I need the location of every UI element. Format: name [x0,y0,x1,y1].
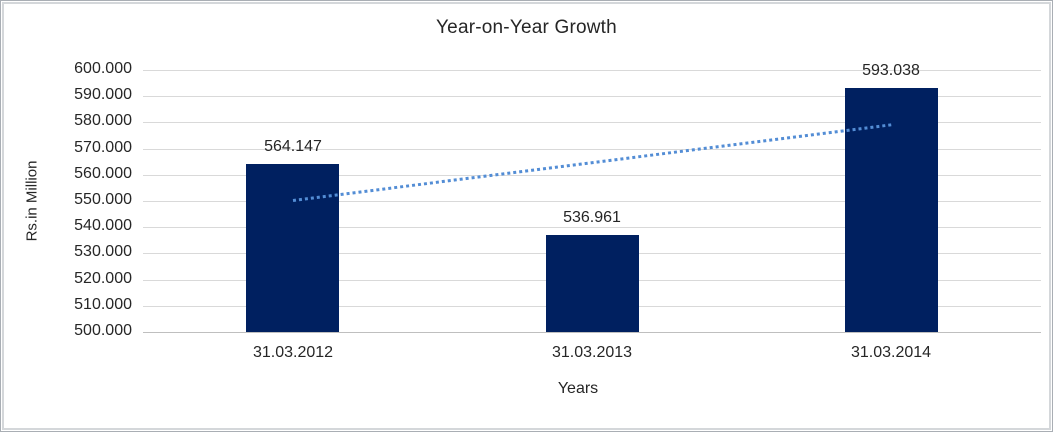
gridline [143,96,1041,97]
bar-value-label: 536.961 [563,209,621,226]
gridline [143,149,1041,150]
gridline [143,122,1041,123]
x-tick-label: 31.03.2014 [850,344,932,361]
gridline [143,227,1041,228]
bar-31.03.2013 [546,235,639,332]
y-tick-label: 570.000 [74,139,132,156]
trendline-dotted [292,123,892,202]
bar-31.03.2014 [845,88,938,332]
y-tick-label: 590.000 [74,86,132,103]
y-tick-label: 500.000 [74,322,132,339]
y-tick-label: 540.000 [74,217,132,234]
y-tick-label: 530.000 [74,243,132,260]
gridline [143,201,1041,202]
y-tick-label: 510.000 [74,296,132,313]
y-tick-label: 550.000 [74,191,132,208]
gridline [143,175,1041,176]
y-tick-label: 560.000 [74,165,132,182]
x-tick-label: 31.03.2012 [252,344,334,361]
x-axis-line [143,332,1041,333]
bar-31.03.2012 [246,164,339,332]
bar-value-label: 593.038 [862,62,920,79]
y-tick-label: 600.000 [74,60,132,77]
gridline [143,70,1041,71]
x-axis-title: Years [557,380,599,397]
chart-title: Year-on-Year Growth [436,17,617,38]
x-tick-label: 31.03.2013 [551,344,633,361]
y-tick-label: 520.000 [74,270,132,287]
y-tick-label: 580.000 [74,112,132,129]
bar-value-label: 564.147 [264,138,322,155]
